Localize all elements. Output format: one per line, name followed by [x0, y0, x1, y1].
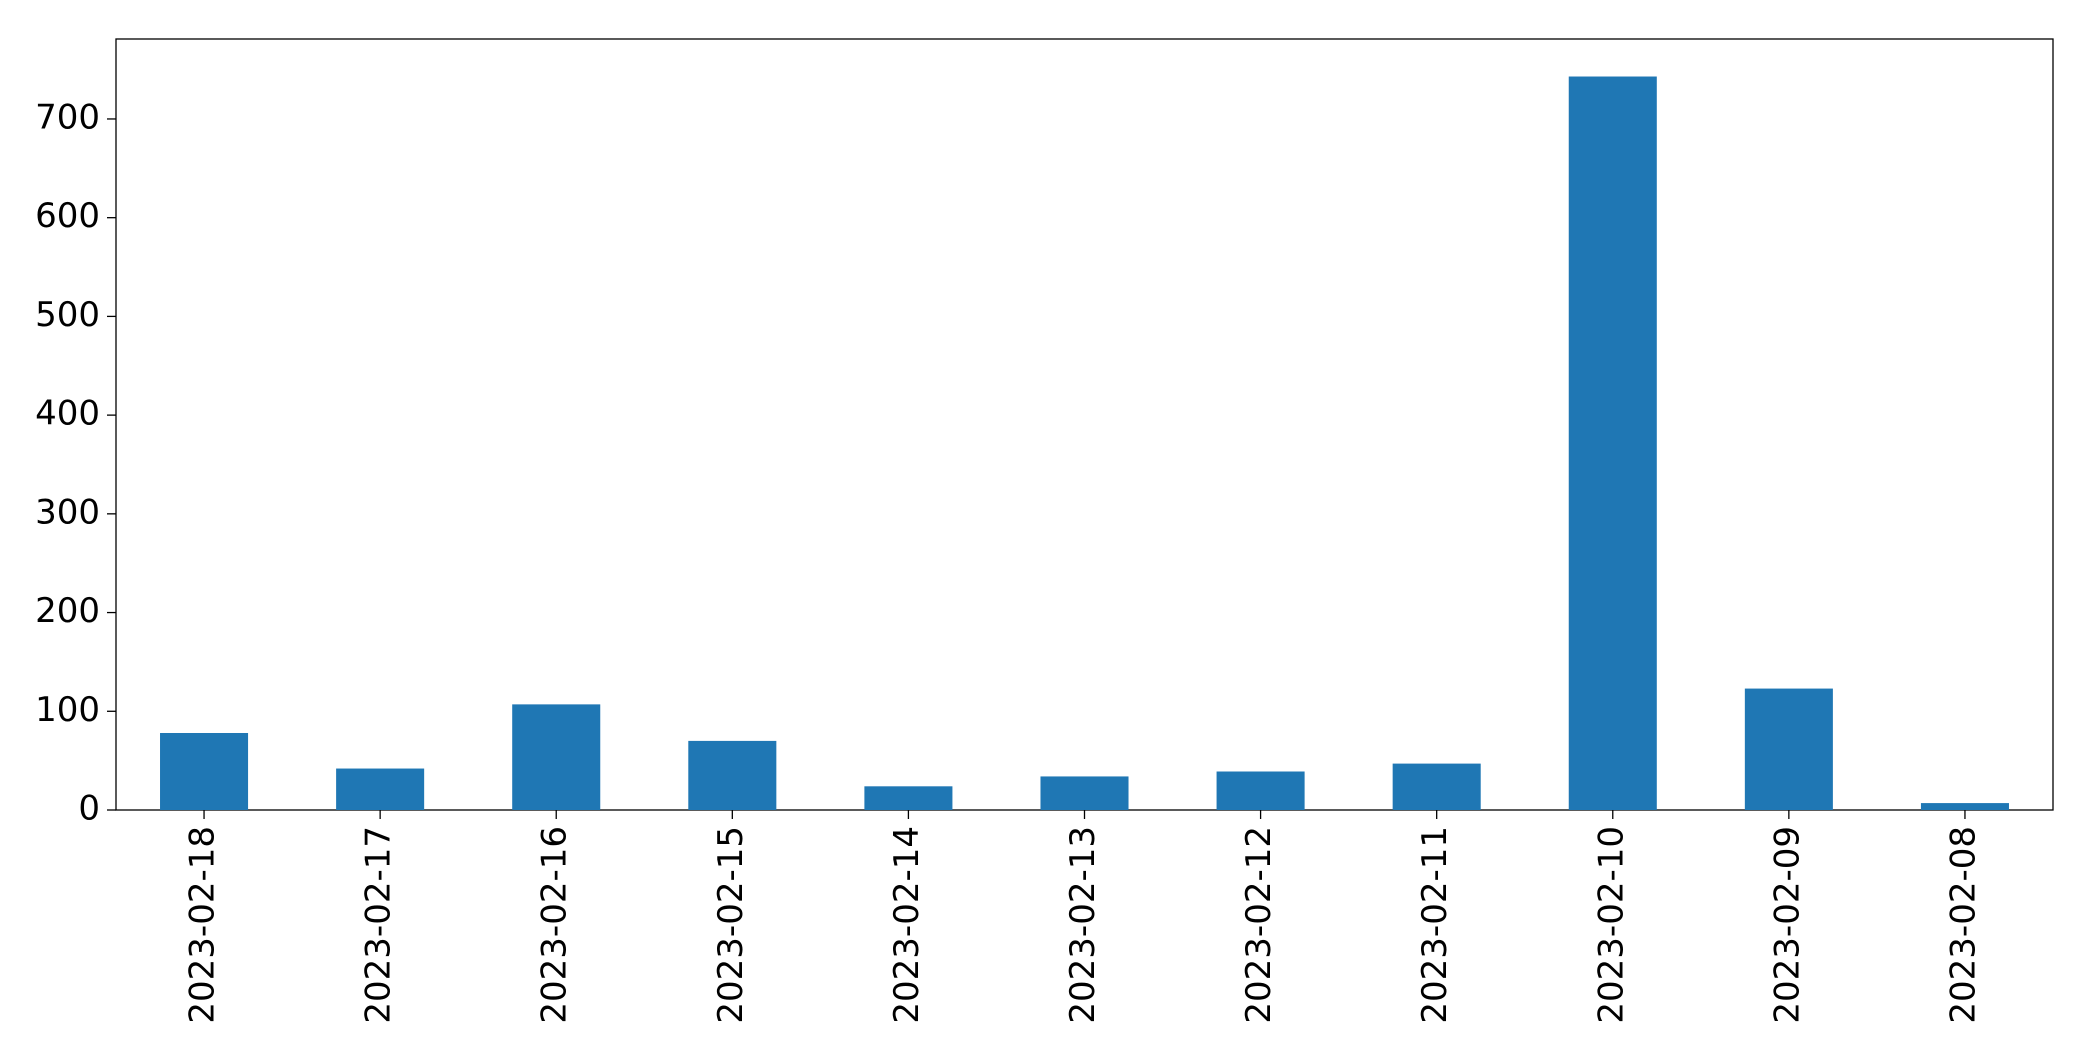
y-tick-label: 400: [35, 394, 100, 434]
x-tick-label: 2023-02-10: [1591, 826, 1631, 1024]
y-tick-label: 100: [35, 690, 100, 730]
y-tick-label: 0: [78, 789, 100, 829]
x-tick-label: 2023-02-11: [1415, 826, 1455, 1024]
bar: [1216, 771, 1305, 810]
bar: [160, 732, 249, 810]
bar: [688, 740, 777, 810]
x-tick-label: 2023-02-15: [711, 826, 751, 1024]
bar: [1392, 763, 1481, 810]
bar: [512, 704, 601, 810]
bar: [1568, 76, 1657, 811]
y-tick-label: 600: [35, 196, 100, 236]
bar: [1040, 776, 1129, 810]
bar: [1920, 803, 2009, 810]
y-tick-label: 300: [35, 492, 100, 532]
y-tick-label: 500: [35, 295, 100, 335]
x-tick-label: 2023-02-12: [1239, 826, 1279, 1024]
x-tick-label: 2023-02-13: [1063, 826, 1103, 1024]
bar: [864, 786, 953, 810]
bar: [1744, 688, 1833, 810]
y-tick-label: 200: [35, 591, 100, 631]
x-tick-label: 2023-02-09: [1767, 826, 1807, 1024]
x-tick-label: 2023-02-18: [183, 826, 223, 1024]
x-tick-label: 2023-02-08: [1943, 826, 1983, 1024]
y-tick-label: 700: [35, 97, 100, 137]
x-tick-label: 2023-02-17: [359, 826, 399, 1024]
x-tick-label: 2023-02-14: [887, 826, 927, 1024]
bar: [336, 768, 425, 810]
x-tick-label: 2023-02-16: [535, 826, 575, 1024]
